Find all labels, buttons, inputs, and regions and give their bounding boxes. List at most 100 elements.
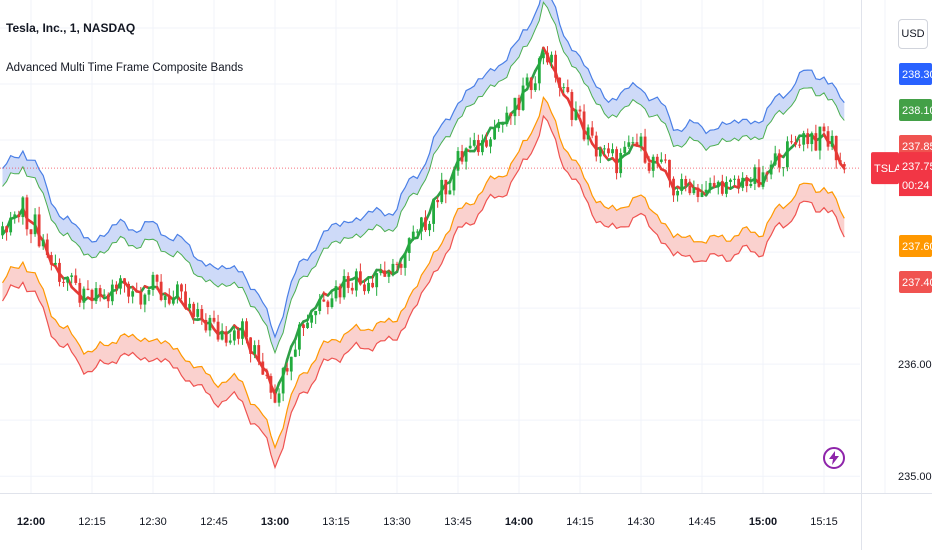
candle-body (716, 181, 720, 187)
candle-body (41, 239, 45, 247)
candle-body (171, 297, 175, 304)
candle-body (224, 331, 228, 343)
candle-body (497, 124, 501, 129)
candle-body (326, 301, 330, 308)
candle-body (346, 276, 350, 288)
candle-body (501, 123, 505, 125)
candle-body (359, 271, 362, 285)
candle-body (232, 330, 236, 341)
candle-body (411, 231, 415, 239)
candle-body (330, 298, 334, 308)
time-tick-label: 15:15 (810, 516, 838, 528)
candle-body (798, 144, 801, 146)
candle-body (106, 294, 110, 302)
candle-body (277, 393, 281, 403)
candle-body (611, 149, 614, 154)
mid-line-segment (285, 345, 293, 361)
candle-body (1, 226, 4, 235)
candle-body (452, 170, 456, 191)
price-label-text: 237.85 (902, 141, 932, 153)
candle-body (383, 270, 387, 277)
candle-body (420, 217, 423, 232)
candle-body (635, 142, 639, 147)
candle-body (607, 148, 610, 154)
candle-body (720, 181, 724, 194)
candle-body (98, 288, 102, 296)
time-tick-label: 12:15 (78, 516, 106, 528)
symbol-title: Tesla, Inc., 1, NASDAQ (6, 21, 136, 35)
upper-mid-band-line (2, 1, 845, 355)
candle-body (546, 52, 549, 63)
candle-body (810, 133, 814, 145)
candle-body (619, 152, 623, 174)
candle-body (354, 271, 358, 291)
candle-body (668, 159, 671, 179)
time-tick-label: 14:30 (627, 516, 655, 528)
candle-body (5, 226, 8, 233)
candle-body (773, 153, 777, 165)
candle-body (139, 291, 143, 305)
candle-body (66, 276, 69, 283)
symbol-tag-text: TSLA (874, 163, 902, 175)
candle-body (769, 164, 773, 175)
candle-body (163, 295, 167, 300)
mid-line-segment (273, 381, 281, 396)
candle-body (562, 87, 566, 89)
candle-body (680, 178, 684, 192)
candle-body (265, 374, 269, 377)
candle-body (733, 178, 736, 180)
candle-body (737, 178, 740, 188)
candle-body (151, 274, 155, 290)
candle-body (25, 197, 29, 230)
candle-body (135, 291, 139, 293)
time-tick-label: 14:00 (505, 516, 533, 528)
candle-body (21, 197, 25, 218)
candle-body (379, 270, 383, 274)
candle-body (192, 303, 196, 317)
candle-body (594, 135, 598, 157)
time-tick-label: 14:15 (566, 516, 594, 528)
price-tick-label: 236.00 (898, 359, 932, 371)
candle-body (651, 156, 655, 171)
candle-body (241, 321, 244, 339)
candle-body (765, 172, 769, 175)
candle-body (659, 159, 663, 162)
candle-body (62, 281, 65, 283)
candle-body (440, 179, 444, 203)
indicator-title[interactable]: Advanced Multi Time Frame Composite Band… (6, 62, 244, 74)
candle-body (318, 299, 322, 311)
candle-body (525, 77, 529, 86)
candle-body (407, 238, 411, 253)
candle-body (472, 140, 476, 146)
candle-body (456, 151, 460, 171)
flash-icon[interactable] (823, 447, 845, 469)
candle-body (395, 263, 399, 265)
candle-body (643, 136, 647, 163)
candle-body (830, 135, 834, 147)
candle-body (45, 239, 49, 256)
price-label-text: 238.10 (902, 105, 932, 117)
time-tick-label: 12:30 (139, 516, 167, 528)
candle-body (590, 127, 594, 136)
candle-body (481, 140, 484, 153)
candle-body (639, 136, 643, 147)
candle-body (537, 58, 541, 84)
candle-body (647, 162, 651, 171)
mid-line-segment (599, 146, 606, 157)
candle-body (570, 92, 574, 120)
time-tick-label: 12:45 (200, 516, 228, 528)
candle-body (777, 153, 781, 168)
candle-body (322, 299, 326, 302)
candle-body (102, 294, 106, 296)
candle-body (257, 345, 261, 362)
candle-body (131, 291, 135, 297)
candle-body (745, 177, 749, 187)
currency-button[interactable]: USD (898, 19, 928, 49)
candle-body (180, 284, 183, 292)
candle-body (603, 148, 606, 150)
time-tick-label: 13:15 (322, 516, 350, 528)
candle-body (298, 324, 301, 350)
price-label-text: 237.60 (902, 241, 932, 253)
candle-body (49, 255, 53, 265)
